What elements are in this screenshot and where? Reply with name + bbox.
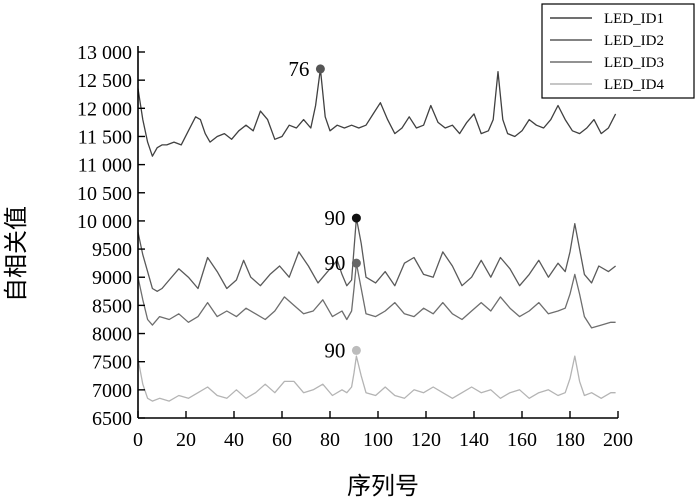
axes: 0 20 40 60 80 100 120 140 160 180 200 6500 7000 7500 8… <box>77 42 633 451</box>
x-tick-label: 40 <box>224 429 244 451</box>
y-tick-label: 7500 <box>92 352 132 374</box>
peak-marker <box>315 64 325 74</box>
y-tick-label: 7000 <box>92 380 132 402</box>
x-tick-label: 20 <box>176 429 196 451</box>
x-axis-title: 序列号 <box>347 473 419 498</box>
peak-label: 90 <box>324 338 345 362</box>
y-tick-label: 9500 <box>92 239 132 261</box>
peak-marker <box>351 345 361 355</box>
y-tick-label: 10 500 <box>77 183 132 205</box>
x-tick-label: 140 <box>459 429 489 451</box>
x-tick-label: 60 <box>272 429 292 451</box>
series-line-led-id2 <box>137 217 616 292</box>
peak-label: 90 <box>324 251 345 275</box>
y-tick-label: 8500 <box>92 295 132 317</box>
y-axis-title: 自相关值 <box>3 206 30 302</box>
legend-label: LED_ID3 <box>604 55 664 71</box>
y-tick-label: 12 000 <box>77 98 132 120</box>
x-tick-label: 180 <box>555 429 585 451</box>
legend-label: LED_ID2 <box>604 33 664 49</box>
x-tick-label: 200 <box>603 429 633 451</box>
x-tick-label: 160 <box>507 429 537 451</box>
x-tick-label: 0 <box>133 429 143 451</box>
y-tick-label: 8000 <box>92 324 132 346</box>
y-tick-label: 11 500 <box>78 126 132 148</box>
peak-marker <box>351 258 361 268</box>
y-tick-label: 13 000 <box>77 42 132 64</box>
x-tick-label: 120 <box>411 429 441 451</box>
y-tick-label: 9000 <box>92 267 132 289</box>
series-line-led-id1 <box>137 68 617 157</box>
y-tick-label: 6500 <box>92 408 132 430</box>
legend: LED_ID1 LED_ID2 LED_ID3 LED_ID4 <box>541 3 695 99</box>
y-tick-label: 11 000 <box>78 155 132 177</box>
y-tick-label: 10 000 <box>77 211 132 233</box>
legend-label: LED_ID4 <box>604 77 664 93</box>
series-lines <box>137 68 617 402</box>
y-tick-label: 12 500 <box>77 70 132 92</box>
x-tick-label: 100 <box>363 429 393 451</box>
legend-box <box>541 3 695 99</box>
peak-label: 90 <box>324 206 345 230</box>
x-tick-label: 80 <box>320 429 340 451</box>
legend-label: LED_ID1 <box>604 11 664 27</box>
peak-marker <box>351 213 361 223</box>
series-line-led-id4 <box>137 355 616 402</box>
peak-label: 76 <box>288 57 309 81</box>
peak-annotations: 76 90 90 90 <box>288 57 361 362</box>
series-line-led-id3 <box>137 262 616 329</box>
